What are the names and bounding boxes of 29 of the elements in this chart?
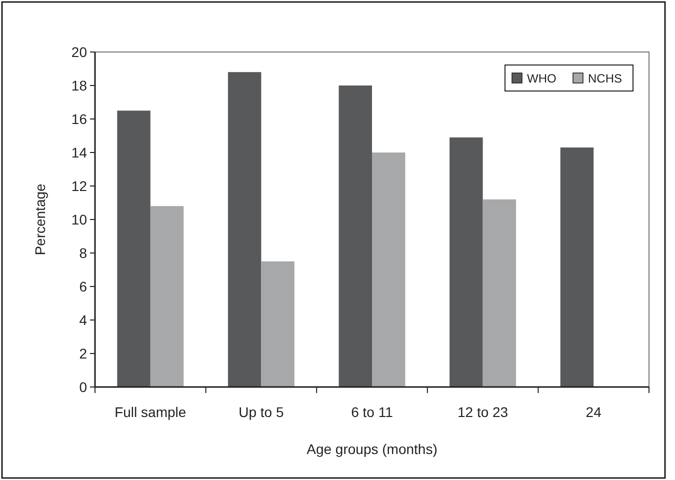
legend-label: NCHS	[588, 72, 622, 86]
y-tick-label: 18	[71, 77, 88, 94]
bar	[560, 147, 594, 387]
bar	[261, 261, 294, 387]
y-tick-label: 12	[71, 178, 88, 194]
y-tick-label: 6	[79, 278, 88, 294]
y-tick-label: 14	[71, 144, 88, 160]
x-tick-label: 24	[586, 404, 602, 420]
bar	[117, 110, 150, 387]
y-tick-label: 2	[79, 345, 88, 362]
x-axis-title: Age groups (months)	[306, 441, 438, 457]
x-tick-label: 6 to 11	[351, 404, 394, 420]
bar	[150, 206, 184, 387]
y-tick-label: 0	[79, 378, 88, 395]
y-axis-title: Percentage	[32, 183, 48, 256]
x-tick-label: 12 to 23	[457, 404, 508, 420]
y-tick-label: 4	[79, 312, 88, 328]
y-tick-label: 10	[71, 211, 88, 228]
y-tick-label: 8	[79, 244, 88, 261]
bar	[372, 152, 406, 387]
x-tick-label: Full sample	[114, 404, 186, 420]
bar	[450, 137, 483, 387]
y-tick-label: 20	[71, 44, 88, 60]
y-tick-label: 16	[71, 110, 88, 127]
bar	[228, 72, 262, 387]
x-tick-label: Up to 5	[238, 404, 284, 420]
legend-label: WHO	[527, 72, 556, 86]
bar	[482, 199, 516, 387]
bar	[338, 86, 372, 387]
